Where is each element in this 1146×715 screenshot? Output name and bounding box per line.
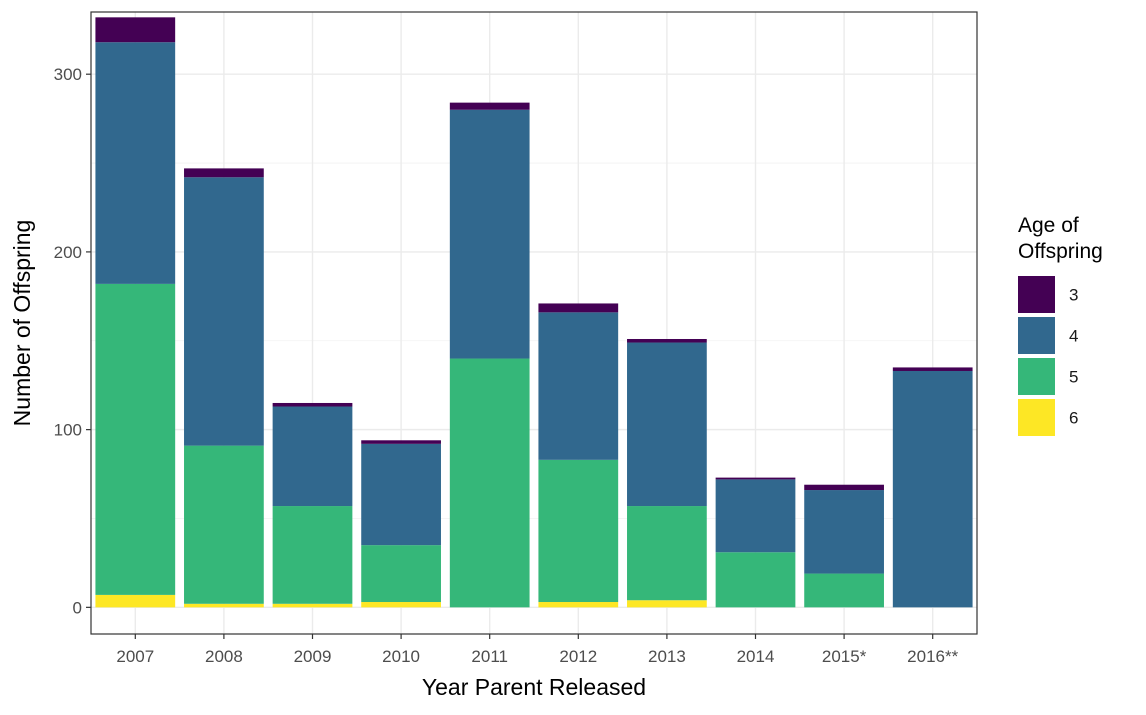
legend-label-4: 4 xyxy=(1069,327,1078,346)
bar-2009-age-3 xyxy=(272,402,353,407)
bar-2015s-age-5 xyxy=(804,573,884,608)
legend: Age of Offspring 3 4 5 6 xyxy=(1018,214,1103,436)
legend-title-line-2: Offspring xyxy=(1018,240,1103,263)
y-tick-label: 100 xyxy=(54,421,82,440)
bar-2014-age-5 xyxy=(715,552,796,608)
y-tick-label: 300 xyxy=(54,65,82,84)
y-tick-label: 0 xyxy=(73,598,82,617)
bar-2007-age-5 xyxy=(95,283,176,595)
bar-2015s-age-4 xyxy=(804,490,884,574)
legend-key-6 xyxy=(1018,399,1055,436)
x-axis-title: Year Parent Released xyxy=(422,674,646,700)
legend-key-4 xyxy=(1018,317,1055,354)
legend-key-5 xyxy=(1018,358,1055,395)
bars xyxy=(95,17,973,608)
x-tick-label: 2012 xyxy=(559,647,597,666)
bar-2016ss-age-4 xyxy=(892,370,973,608)
x-tick-label: 2009 xyxy=(294,647,332,666)
x-tick-label: 2016** xyxy=(907,647,958,666)
bar-2012-age-3 xyxy=(538,303,619,313)
bar-2016ss-age-3 xyxy=(892,367,973,371)
legend-label-3: 3 xyxy=(1069,286,1078,305)
bar-2008-age-6 xyxy=(184,603,264,608)
bar-2010-age-5 xyxy=(361,545,441,603)
legend-keys: 3 4 5 6 xyxy=(1018,276,1078,436)
bar-2009-age-6 xyxy=(272,603,353,608)
legend-label-5: 5 xyxy=(1069,368,1078,387)
x-tick-label: 2014 xyxy=(737,647,775,666)
y-axis-title: Number of Offspring xyxy=(9,220,35,427)
bar-2010-age-4 xyxy=(361,443,441,546)
legend-title-line-1: Age of xyxy=(1018,214,1079,237)
bar-2008-age-3 xyxy=(184,168,264,178)
x-tick-label: 2008 xyxy=(205,647,243,666)
bar-2013-age-5 xyxy=(627,506,707,601)
bar-2007-age-4 xyxy=(95,42,176,284)
bar-2015s-age-3 xyxy=(804,484,884,491)
bar-2014-age-4 xyxy=(715,479,796,553)
bar-2009-age-5 xyxy=(272,506,353,604)
bar-2011-age-4 xyxy=(449,109,530,359)
bar-2013-age-3 xyxy=(627,338,707,343)
bar-2012-age-4 xyxy=(538,312,619,460)
x-tick-label: 2007 xyxy=(116,647,154,666)
bar-2011-age-5 xyxy=(449,358,530,608)
panel-border xyxy=(90,11,978,635)
y-tick-label: 200 xyxy=(54,243,82,262)
x-tick-label: 2010 xyxy=(382,647,420,666)
bar-2010-age-6 xyxy=(361,602,441,608)
legend-label-6: 6 xyxy=(1069,409,1078,428)
bar-2007-age-6 xyxy=(95,594,176,608)
bar-2008-age-4 xyxy=(184,177,264,446)
bar-2012-age-6 xyxy=(538,602,619,608)
axes: 0 100 200 300 2007 2008 2009 2010 2011 2012 2013 20… xyxy=(54,65,959,666)
legend-key-3 xyxy=(1018,276,1055,313)
bar-2014-age-3 xyxy=(715,477,796,480)
x-tick-label: 2011 xyxy=(471,647,508,666)
x-tick-label: 2015* xyxy=(822,647,867,666)
bar-2013-age-6 xyxy=(627,600,707,608)
x-tick-label: 2013 xyxy=(648,647,686,666)
bar-2013-age-4 xyxy=(627,342,707,507)
bar-2009-age-4 xyxy=(272,406,353,507)
bar-2010-age-3 xyxy=(361,440,441,444)
bar-2012-age-5 xyxy=(538,459,619,603)
bar-2011-age-3 xyxy=(449,102,530,110)
bar-2007-age-3 xyxy=(95,17,176,43)
bar-2008-age-5 xyxy=(184,445,264,604)
